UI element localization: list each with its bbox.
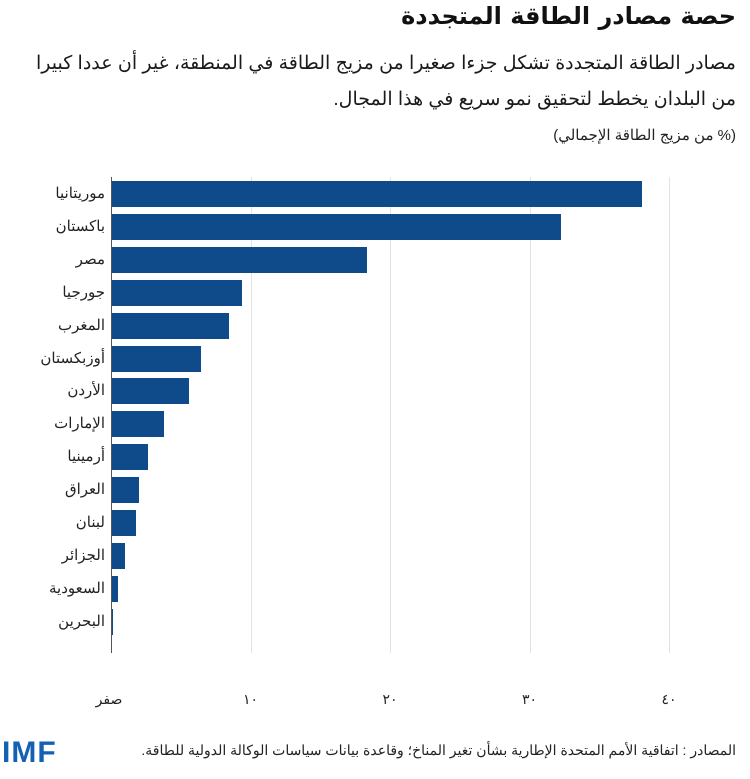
gridline [390,177,391,653]
bar [112,411,164,438]
x-tick-label: صفر [95,692,123,708]
bar [112,575,118,602]
category-label: الجزائر [61,546,105,564]
category-label: البحرين [58,612,105,630]
imf-logo: IMF [2,736,57,769]
category-label: أرمينيا [67,448,105,466]
bar [112,213,562,240]
x-tick-label: ١٠ [242,692,259,708]
bar [112,378,189,405]
x-tick-label: ٣٠ [521,692,538,708]
category-label: لبنان [75,514,105,531]
category-label: أوزبكستان [40,349,105,367]
x-tick-label: ٢٠ [382,692,398,708]
bar [112,444,149,471]
category-label: الأردن [67,382,105,400]
bar [112,608,114,635]
bar [112,477,139,504]
x-tick-label: ٤٠ [661,692,677,708]
gridline [669,177,670,653]
category-label: السعودية [48,579,105,597]
gridline [250,177,252,653]
gridline [529,177,531,653]
bar [112,510,136,536]
category-label: الإمارات [54,415,105,433]
category-label: المغرب [57,316,105,334]
chart-title: حصة مصادر الطاقة المتجددة [401,2,736,30]
y-axis-line [111,177,112,653]
chart-subtitle: مصادر الطاقة المتجددة تشكل جزءا صغيرا من… [36,53,736,110]
bar [112,345,202,372]
source-note: المصادر : اتفاقية الأمم المتحدة الإطارية… [141,742,736,758]
bar [112,279,242,306]
category-label: موريتانيا [55,185,105,202]
category-label: باكستان [55,217,105,235]
category-label: العراق [64,481,105,499]
bar [112,312,230,339]
bar [112,542,125,569]
category-label: مصر [75,250,105,268]
category-label: جورجيا [62,283,105,301]
bar [112,181,643,207]
bar [112,246,368,273]
unit-label: (% من مزيج الطاقة الإجمالي) [553,127,736,144]
